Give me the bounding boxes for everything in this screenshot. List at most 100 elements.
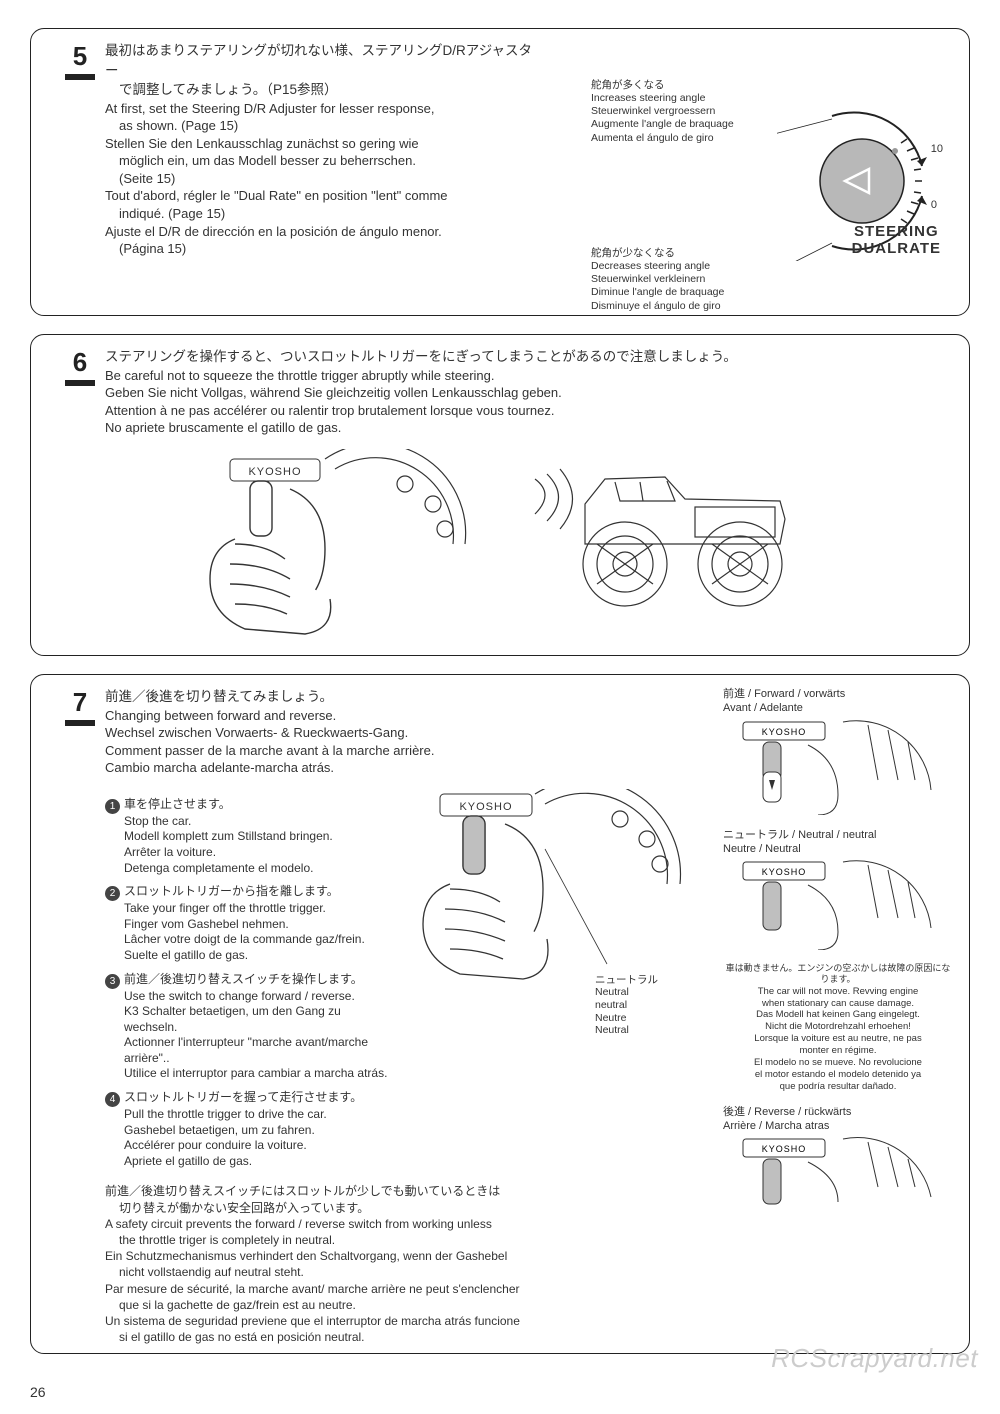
section-7: 7 前進／後進を切り替えてみましょう。 Changing between for… [30, 674, 970, 1354]
b1-en: Stop the car. [105, 814, 395, 830]
b3-es: Utilice el interruptor para cambiar a ma… [105, 1066, 395, 1082]
section-7-columns: 前進／後進を切り替えてみましょう。 Changing between forwa… [105, 687, 953, 1345]
bullet-num-4: 4 [105, 1092, 120, 1107]
safety-jp2: 切り替えが働かない安全回路が入っています。 [105, 1200, 723, 1216]
safety-jp1: 前進／後進切り替えスイッチにはスロットルが少しでも動いているときは [105, 1183, 723, 1199]
b2-jp: スロットルトリガーから指を離します。 [124, 884, 339, 901]
num-7: 7 [65, 687, 95, 718]
b3-fr: Actionner l'interrupteur "marche avant/m… [105, 1035, 395, 1066]
dial-10: 10 [931, 143, 943, 155]
bullet-num-2: 2 [105, 886, 120, 901]
section-7-center-illus: KYOSHO [395, 789, 695, 1170]
section-5-body: 最初はあまりステアリングが切れない様、ステアリングD/Rアジャスター で調整して… [105, 41, 545, 258]
safety-de1: Ein Schutzmechanismus verhindert den Sch… [105, 1248, 723, 1264]
b4-en: Pull the throttle trigger to drive the c… [105, 1107, 395, 1123]
s7-fr: Comment passer de la marche avant à la m… [105, 742, 723, 760]
warn-fr2: monter en régime. [723, 1045, 953, 1057]
s5-es2: (Página 15) [105, 240, 545, 258]
forward-illustration: KYOSHO [723, 720, 933, 815]
inc-en: Increases steering angle [591, 92, 761, 105]
transmitter-illustration: KYOSHO [175, 449, 475, 644]
warn-jp: 車は動きません。エンジンの空ぶかしは故障の原因になります。 [723, 963, 953, 986]
b1-fr: Arrêter la voiture. [105, 845, 395, 861]
section-6-illustrations: KYOSHO [47, 449, 953, 644]
dec-jp: 舵角が少なくなる [591, 247, 761, 260]
section-7-left: 前進／後進を切り替えてみましょう。 Changing between forwa… [105, 687, 723, 1345]
watermark: RCScrapyard.net [771, 1343, 978, 1374]
safety-de2: nicht vollstaendig auf neutral steht. [105, 1264, 723, 1280]
b1-de: Modell komplett zum Stillstand bringen. [105, 829, 395, 845]
b2-en: Take your finger off the throttle trigge… [105, 901, 395, 917]
b1-jp: 車を停止させます。 [124, 797, 231, 814]
page-number: 26 [30, 1384, 46, 1400]
s7-en: Changing between forward and reverse. [105, 707, 723, 725]
warn-es3: que podría resultar dañado. [723, 1081, 953, 1093]
neu-jp: ニュートラル [595, 974, 658, 987]
neu-de: neutral [595, 999, 658, 1012]
b2-es: Suelte el gatillo de gas. [105, 948, 395, 964]
b3-de: K3 Schalter betaetigen, um den Gang zu w… [105, 1004, 395, 1035]
warn-en1: The car will not move. Revving engine [723, 986, 953, 998]
svg-text:KYOSHO: KYOSHO [762, 867, 807, 877]
section-number-7: 7 [65, 687, 95, 726]
s6-jp: ステアリングを操作すると、ついスロットルトリガーをにぎってしまうことがあるので注… [105, 347, 953, 367]
neutral-labels-center: ニュートラル Neutral neutral Neutre Neutral [595, 974, 658, 1037]
neutral-illustration: KYOSHO [723, 860, 933, 950]
safety-es1: Un sistema de seguridad previene que el … [105, 1313, 723, 1329]
neu-fr: Neutre [595, 1012, 658, 1025]
dec-es: Disminuye el ángulo de giro [591, 300, 761, 313]
inc-de: Steuerwinkel vergroessern [591, 105, 761, 118]
bullet-num-1: 1 [105, 799, 120, 814]
bullet-num-3: 3 [105, 974, 120, 989]
b3-jp: 前進／後進切り替えスイッチを操作します。 [124, 972, 363, 989]
b3-en: Use the switch to change forward / rever… [105, 989, 395, 1005]
forward-label2: Avant / Adelante [723, 701, 953, 715]
svg-text:KYOSHO: KYOSHO [459, 801, 512, 813]
dial-0: 0 [931, 199, 937, 211]
s5-de3: (Seite 15) [105, 170, 545, 188]
s7-de: Wechsel zwischen Vorwaerts- & Rueckwaert… [105, 724, 723, 742]
safety-fr1: Par mesure de sécurité, la marche avant/… [105, 1281, 723, 1297]
dec-de: Steuerwinkel verkleinern [591, 273, 761, 286]
bullet-3: 3 前進／後進切り替えスイッチを操作します。 [105, 972, 395, 989]
inc-fr: Augmente l'angle de braquage [591, 118, 761, 131]
bullet-1: 1 車を停止させます。 [105, 797, 395, 814]
warn-de2: Nicht die Motordrehzahl erhoehen! [723, 1021, 953, 1033]
bar-7 [65, 720, 95, 726]
bullet-2: 2 スロットルトリガーから指を離します。 [105, 884, 395, 901]
neutral-label: ニュートラル / Neutral / neutral [723, 828, 953, 842]
svg-text:KYOSHO: KYOSHO [762, 1144, 807, 1154]
section-6: 6 ステアリングを操作すると、ついスロットルトリガーをにぎってしまうことがあるの… [30, 334, 970, 656]
bar-5 [65, 74, 95, 80]
warn-es1: El modelo no se mueve. No revolucione [723, 1057, 953, 1069]
warn-en2: when stationary can cause damage. [723, 998, 953, 1010]
dial-label1: STEERING [852, 223, 941, 240]
inc-jp: 舵角が多くなる [591, 79, 761, 92]
s6-en: Be careful not to squeeze the throttle t… [105, 367, 953, 385]
s6-de: Geben Sie nicht Vollgas, während Sie gle… [105, 384, 953, 402]
s5-es1: Ajuste el D/R de dirección en la posició… [105, 223, 545, 241]
kyosho-logo-text: KYOSHO [248, 466, 301, 478]
b2-fr: Lâcher votre doigt de la commande gaz/fr… [105, 932, 395, 948]
section-7-right: 前進 / Forward / vorwärts Avant / Adelante… [723, 687, 953, 1345]
safety-es2: si el gatillo de gas no está en posición… [105, 1329, 723, 1345]
b4-jp: スロットルトリガーを握って走行させます。 [124, 1090, 362, 1107]
safety-fr2: que si la gachette de gaz/frein est au n… [105, 1297, 723, 1313]
s5-de2: möglich ein, um das Modell besser zu beh… [105, 152, 545, 170]
num-6: 6 [65, 347, 95, 378]
section-number-6: 6 [65, 347, 95, 386]
s5-fr1: Tout d'abord, régler le "Dual Rate" en p… [105, 187, 545, 205]
b4-de: Gashebel betaetigen, um zu fahren. [105, 1123, 395, 1139]
reverse-illustration: KYOSHO [723, 1137, 933, 1207]
s5-en1: At first, set the Steering D/R Adjuster … [105, 100, 545, 118]
s5-de1: Stellen Sie den Lenkausschlag zunächst s… [105, 135, 545, 153]
bullet-4: 4 スロットルトリガーを握って走行させます。 [105, 1090, 395, 1107]
b2-de: Finger vom Gashebel nehmen. [105, 917, 395, 933]
section-5: 5 最初はあまりステアリングが切れない様、ステアリングD/Rアジャスター で調整… [30, 28, 970, 316]
neu-en: Neutral [595, 986, 658, 999]
num-5: 5 [65, 41, 95, 72]
b4-es: Apriete el gatillo de gas. [105, 1154, 395, 1170]
increase-labels: 舵角が多くなる Increases steering angle Steuerw… [591, 79, 761, 145]
warn-de1: Das Modell hat keinen Gang eingelegt. [723, 1009, 953, 1021]
reverse-label: 後進 / Reverse / rückwärts [723, 1105, 953, 1119]
